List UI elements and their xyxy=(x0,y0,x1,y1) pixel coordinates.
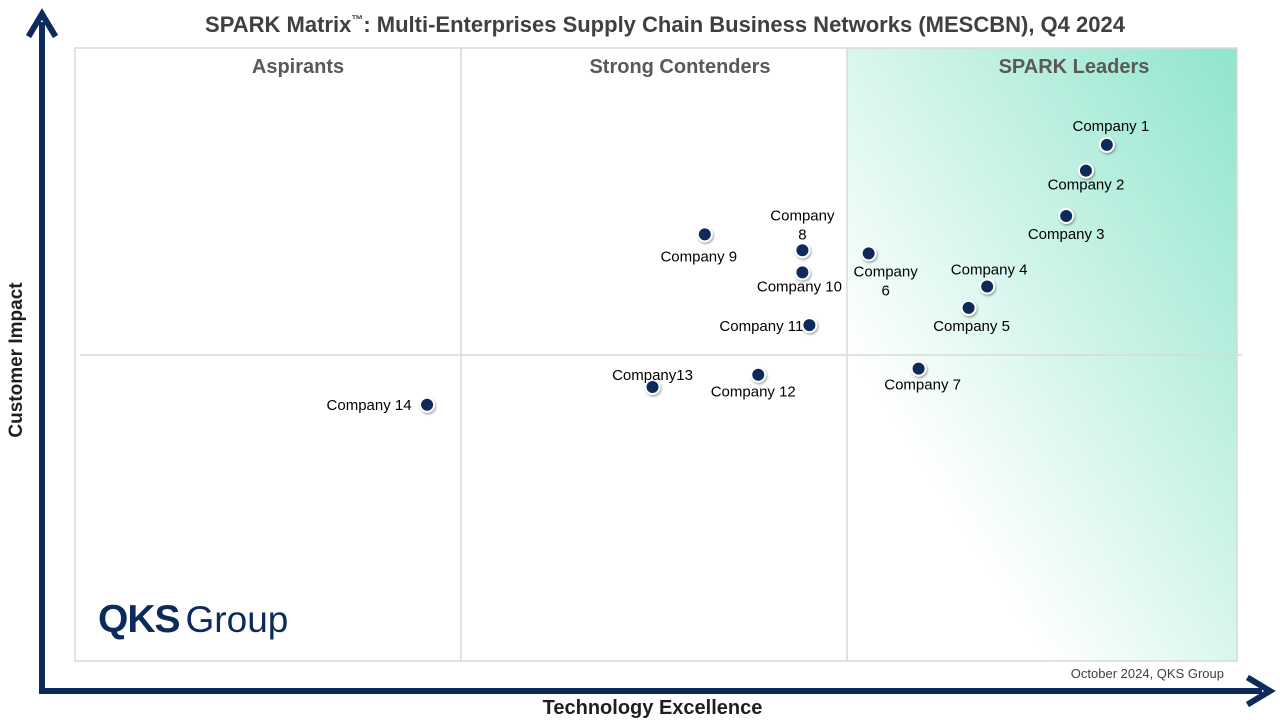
x-axis-arrowhead xyxy=(1245,674,1276,708)
source-note: October 2024, QKS Group xyxy=(1070,666,1224,681)
data-point-label: Company 1 xyxy=(1072,118,1149,135)
y-axis-arrowhead xyxy=(25,8,59,39)
data-point-label: Company 12 xyxy=(711,384,796,401)
data-point xyxy=(644,378,661,395)
quadrant-label-strong-contenders: Strong Contenders xyxy=(589,56,770,78)
data-point-label: Company 5 xyxy=(933,318,1010,335)
data-point xyxy=(794,242,811,259)
x-axis-label: Technology Excellence xyxy=(542,697,763,719)
trademark-symbol: ™ xyxy=(351,12,364,27)
data-point-label: Company 4 xyxy=(951,261,1028,278)
chart-title: SPARK Matrix™: Multi-Enterprises Supply … xyxy=(0,12,1280,38)
data-point xyxy=(1058,207,1075,224)
logo-mark: QKS xyxy=(98,598,181,641)
y-axis-label: Customer Impact xyxy=(6,282,27,438)
data-point-label: Company 14 xyxy=(327,397,412,414)
data-point xyxy=(419,396,436,413)
data-point xyxy=(960,299,977,316)
data-point xyxy=(1077,162,1094,179)
quadrant-label-spark-leaders: SPARK Leaders xyxy=(999,56,1150,78)
data-point xyxy=(860,245,877,262)
data-point xyxy=(910,360,927,377)
x-axis xyxy=(39,674,1276,708)
data-point-label: Company 9 xyxy=(660,248,737,265)
data-point xyxy=(750,366,767,383)
data-points xyxy=(419,136,1115,413)
data-point xyxy=(1098,136,1115,153)
logo-word: Group xyxy=(185,599,289,640)
data-point xyxy=(801,317,818,334)
data-point-label: Company 2 xyxy=(1048,177,1125,194)
chart-title-main: SPARK Matrix xyxy=(205,12,352,37)
data-point-label: Company 11 xyxy=(719,318,803,335)
data-point xyxy=(794,264,811,281)
data-point xyxy=(979,278,996,295)
data-point-label: Company 6 xyxy=(854,263,919,299)
data-labels: Company 1 Company 2 Company 3 Company 4 Comp… xyxy=(327,118,1150,414)
data-point-label: Company 7 xyxy=(884,377,961,394)
qks-group-logo: QKS Group xyxy=(98,598,288,644)
chart-title-rest: : Multi-Enterprises Supply Chain Busines… xyxy=(363,12,1125,37)
data-point-label: Company 3 xyxy=(1028,226,1105,243)
quadrant-label-aspirants: Aspirants xyxy=(252,56,344,78)
data-point-label: Company 8 xyxy=(770,207,835,243)
data-point-label: Company13 xyxy=(612,367,693,384)
data-point-label: Company 10 xyxy=(757,278,842,295)
y-axis xyxy=(25,8,59,693)
data-point xyxy=(696,226,713,243)
